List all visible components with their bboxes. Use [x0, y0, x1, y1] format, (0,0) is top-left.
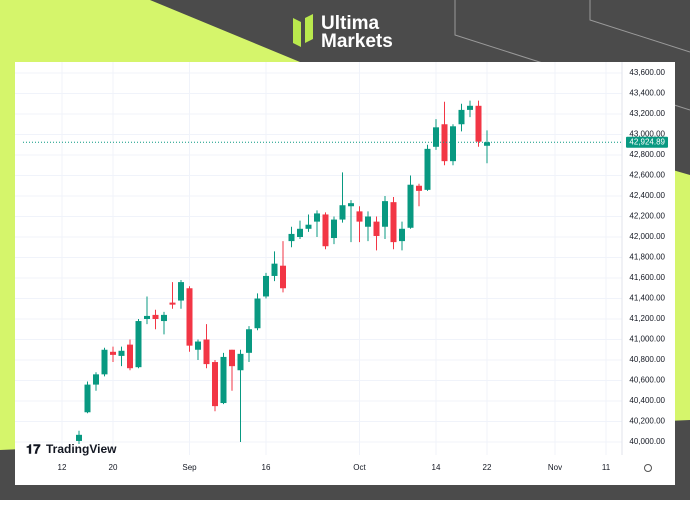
y-tick-label: 43,200.00: [629, 109, 665, 118]
candle-body: [237, 353, 244, 371]
y-tick-label: 42,600.00: [629, 171, 665, 180]
candle-body: [365, 216, 371, 227]
logo-icon: [293, 14, 313, 47]
x-tick-label: 14: [432, 463, 441, 472]
candle-body: [467, 105, 473, 110]
brand: Markets: [321, 31, 393, 52]
y-tick-label: 41,000.00: [629, 335, 665, 344]
y-tick-label: 42,400.00: [629, 191, 665, 200]
candle-body: [186, 288, 193, 346]
last-price-box: [626, 136, 668, 148]
candle-body: [399, 228, 405, 242]
y-tick-label: 43,000.00: [629, 130, 665, 139]
deco-line: [589, 0, 690, 53]
candle-body: [203, 339, 210, 365]
candle-body: [382, 201, 388, 227]
candle-body: [424, 148, 431, 190]
candle-body: [118, 350, 125, 356]
x-tick-label: 22: [483, 463, 492, 472]
candle-body: [169, 302, 176, 305]
candle-body: [254, 298, 261, 329]
candle-body: [484, 142, 490, 146]
y-tick-label: 41,200.00: [629, 314, 665, 323]
candle-body: [348, 203, 354, 207]
candle-body: [135, 321, 142, 368]
candle-body: [407, 184, 414, 228]
y-tick-label: 42,800.00: [629, 150, 665, 159]
candle-body: [229, 349, 235, 367]
y-tick-label: 41,400.00: [629, 294, 665, 303]
candle-body: [93, 374, 99, 385]
candle-body: [314, 213, 320, 222]
x-tick-label: Oct: [353, 463, 366, 472]
candle-body: [127, 344, 133, 369]
tv-mark: 𝟏𝟕: [26, 441, 41, 456]
last-price-label: 42,924.89: [629, 137, 665, 146]
candle-body: [322, 214, 329, 247]
plot: 40,000.00 40,200.00 40,400.00 40,600.00 40,8…: [15, 62, 668, 472]
candle-body: [433, 127, 439, 147]
y-tick-label: 40,000.00: [629, 437, 665, 446]
settings-icon[interactable]: [644, 464, 652, 472]
candle-body: [76, 434, 82, 441]
candle-body: [288, 233, 295, 242]
candle-body: [271, 263, 278, 276]
candle-body: [475, 105, 482, 142]
x-tick-label: Sep: [182, 463, 197, 472]
y-tick-label: 42,200.00: [629, 212, 665, 221]
x-tick-label: 12: [58, 463, 67, 472]
candle-body: [246, 329, 252, 353]
y-tick-label: 43,600.00: [629, 68, 665, 77]
candle-body: [373, 221, 380, 236]
x-tick-label: Nov: [548, 463, 562, 472]
chart-panel: [15, 62, 675, 485]
candle-body: [212, 362, 218, 407]
y-tick-label: 40,200.00: [629, 417, 665, 426]
y-tick-label: 40,600.00: [629, 376, 665, 385]
candle-body: [195, 341, 201, 350]
y-tick-label: 41,800.00: [629, 253, 665, 262]
y-tick-label: 41,600.00: [629, 273, 665, 282]
y-tick-label: 43,400.00: [629, 89, 665, 98]
candle-body: [297, 228, 303, 237]
candle-body: [450, 126, 456, 162]
y-tick-label: 40,400.00: [629, 396, 665, 405]
candle-body: [263, 275, 269, 297]
candle-body: [110, 351, 116, 355]
brand: Ultima: [321, 13, 380, 34]
candle-body: [416, 185, 422, 191]
candle-body: [339, 205, 346, 220]
x-tick-label: 16: [262, 463, 271, 472]
x-tick-label: 11: [602, 463, 611, 472]
candle-body: [280, 265, 286, 289]
candle-body: [220, 356, 227, 404]
x-tick-label: 20: [109, 463, 118, 472]
y-tick-label: 42,000.00: [629, 232, 665, 241]
candle-body: [390, 202, 397, 243]
candle-body: [152, 314, 159, 319]
candle-body: [441, 124, 448, 162]
candle-body: [458, 109, 465, 125]
candle-body: [356, 211, 363, 222]
candle-body: [178, 282, 184, 301]
candle-body: [101, 349, 108, 375]
candle-body: [305, 224, 312, 229]
candle-body: [144, 315, 150, 319]
candle-body: [331, 219, 337, 239]
candle-body: [161, 314, 167, 322]
y-tick-label: 40,800.00: [629, 355, 665, 364]
watermark: TradingView: [46, 442, 117, 456]
candle-body: [84, 384, 91, 413]
